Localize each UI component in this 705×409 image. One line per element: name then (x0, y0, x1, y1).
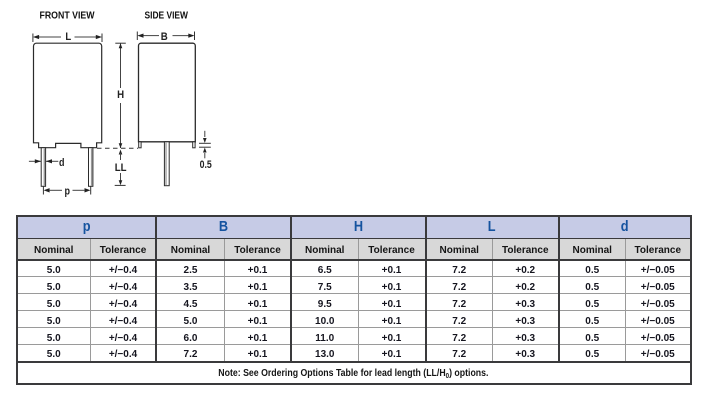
svg-text:0.5: 0.5 (200, 159, 212, 171)
svg-text:LL: LL (115, 162, 127, 174)
svg-text:d: d (59, 157, 65, 169)
svg-text:L: L (65, 31, 71, 43)
svg-text:SIDE VIEW: SIDE VIEW (145, 11, 189, 22)
svg-text:B: B (161, 31, 168, 43)
svg-text:p: p (65, 185, 71, 197)
svg-text:FRONT VIEW: FRONT VIEW (40, 11, 95, 22)
svg-text:H: H (117, 89, 124, 101)
